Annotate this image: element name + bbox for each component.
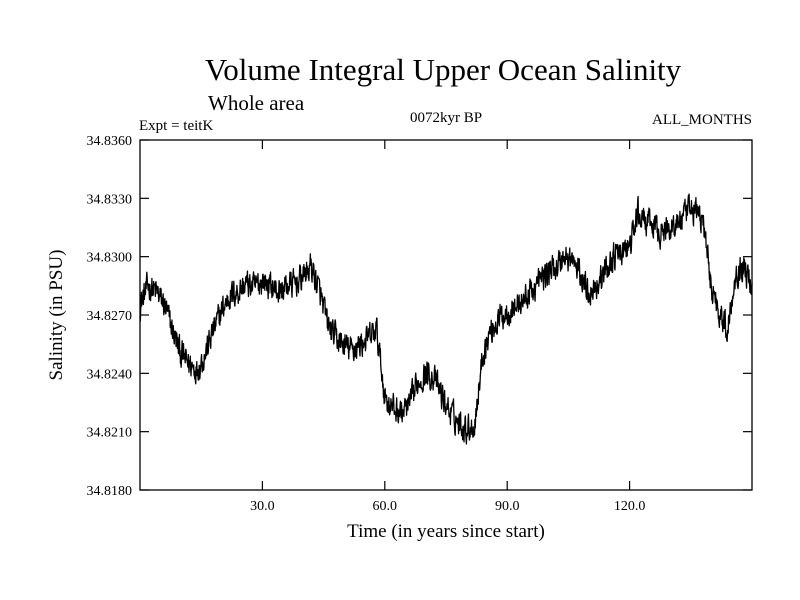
y-axis-label: Salinity (in PSU)	[46, 250, 67, 381]
experiment-label: Expt = teitK	[139, 118, 213, 134]
x-tick-label: 30.0	[250, 499, 275, 514]
y-tick-label: 34.8270	[87, 309, 133, 324]
chart-subtitle: Whole area	[208, 91, 305, 115]
y-tick-label: 34.8180	[87, 484, 133, 499]
y-tick-label: 34.8360	[87, 134, 133, 149]
y-tick-label: 34.8210	[87, 426, 133, 441]
x-tick-label: 90.0	[495, 499, 520, 514]
y-tick-label: 34.8300	[87, 251, 133, 266]
x-axis: 30.0 60.0 90.0 120.0	[250, 140, 645, 514]
x-tick-label: 60.0	[373, 499, 398, 514]
period-label: 0072kyr BP	[410, 110, 482, 126]
y-tick-label: 34.8240	[87, 367, 133, 382]
months-label: ALL_MONTHS	[652, 112, 752, 128]
chart-title: Volume Integral Upper Ocean Salinity	[205, 52, 682, 87]
y-tick-label: 34.8330	[87, 192, 133, 207]
y-axis: 34.8180 34.8210 34.8240 34.8270 34.8300 34.83…	[87, 134, 752, 499]
x-tick-label: 120.0	[614, 499, 646, 514]
x-axis-label: Time (in years since start)	[347, 521, 545, 542]
plot-frame	[139, 139, 753, 491]
salinity-series-line	[139, 193, 753, 445]
